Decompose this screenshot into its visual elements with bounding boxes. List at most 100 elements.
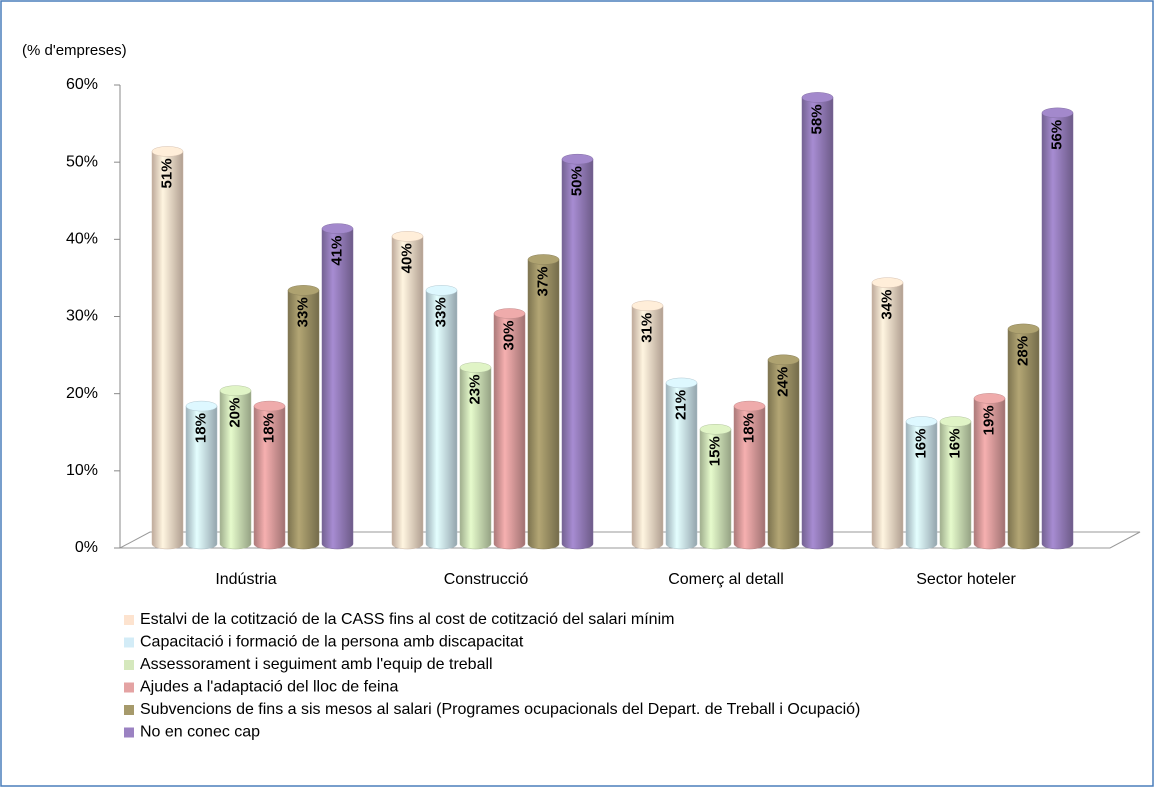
bar-body <box>493 313 526 550</box>
data-label: 50% <box>568 166 585 196</box>
bar-body <box>185 405 218 550</box>
data-label: 41% <box>328 236 345 266</box>
bar <box>631 300 664 550</box>
data-label: 21% <box>672 390 689 420</box>
data-label: 31% <box>638 313 655 343</box>
data-label: 24% <box>774 367 791 397</box>
bar <box>493 308 526 550</box>
bar-top <box>185 400 218 412</box>
bar <box>733 400 766 550</box>
bar-body <box>321 228 354 550</box>
y-tick-label: 40% <box>66 231 98 248</box>
bar-body <box>253 405 286 550</box>
bar-body <box>631 305 664 550</box>
y-tick-label: 10% <box>66 462 98 479</box>
bar-top <box>905 416 938 427</box>
data-label: 16% <box>946 429 963 459</box>
bar-top <box>871 277 904 288</box>
data-label: 20% <box>226 398 243 428</box>
bar <box>1007 323 1040 550</box>
bar <box>1041 107 1074 550</box>
y-tick-label: 60% <box>66 76 98 93</box>
bar <box>767 354 800 550</box>
y-tick-label: 0% <box>75 539 98 556</box>
bar-top <box>527 254 560 265</box>
bar <box>527 254 560 550</box>
legend-swatch <box>124 682 134 693</box>
bar <box>973 393 1006 550</box>
bar-top <box>459 362 492 373</box>
bar-top <box>493 308 526 319</box>
bar-top <box>1007 323 1040 335</box>
bar <box>699 424 732 550</box>
y-tick-label: 30% <box>66 308 98 325</box>
bar-top <box>321 223 354 234</box>
bar <box>253 400 286 550</box>
x-tick-label: Construcció <box>444 571 529 588</box>
bar-body <box>973 398 1006 550</box>
bar-body <box>151 151 184 550</box>
bar <box>151 146 184 550</box>
data-label: 33% <box>432 297 449 327</box>
data-label: 18% <box>260 413 277 443</box>
bar-body <box>939 421 972 550</box>
bar <box>391 231 424 550</box>
bar-body <box>1007 328 1040 550</box>
bar-body <box>561 158 594 550</box>
bar-top <box>699 424 732 435</box>
bar-top <box>219 385 252 396</box>
bar <box>321 223 354 550</box>
bar-body <box>905 421 938 550</box>
bar <box>561 153 594 550</box>
bar <box>185 400 218 550</box>
data-label: 51% <box>158 158 175 188</box>
bar-top <box>425 285 458 296</box>
legend-swatch <box>124 637 134 648</box>
x-tick-label: Indústria <box>215 571 276 588</box>
bar-top <box>767 354 800 366</box>
data-label: 33% <box>294 297 311 327</box>
y-tick-label: 50% <box>66 153 98 170</box>
legend-swatch <box>124 660 134 670</box>
bar-top <box>151 146 184 157</box>
bar <box>905 416 938 550</box>
data-label: 58% <box>808 104 825 134</box>
bar-body <box>219 390 252 550</box>
bar <box>425 285 458 550</box>
data-label: 40% <box>398 243 415 273</box>
bar-top <box>665 377 698 389</box>
data-label: 16% <box>912 429 929 459</box>
bar-body <box>1041 112 1074 550</box>
bar-top <box>733 400 766 412</box>
data-label: 28% <box>1014 336 1031 366</box>
bar-top <box>801 92 834 103</box>
bar <box>871 277 904 550</box>
bar-body <box>665 382 698 550</box>
bar-top <box>1041 107 1074 119</box>
bar <box>459 362 492 550</box>
bar <box>665 377 698 550</box>
legend-label: Estalvi de la cotització de la CASS fins… <box>140 611 674 628</box>
bar-top <box>253 400 286 412</box>
legend-label: Subvencions de fins a sis mesos al salar… <box>140 701 860 718</box>
bar-top <box>391 231 424 242</box>
bar-body <box>459 367 492 550</box>
bar-body <box>425 290 458 550</box>
bar-body <box>527 259 560 550</box>
data-label: 18% <box>192 413 209 443</box>
bar-body <box>391 236 424 550</box>
data-label: 19% <box>980 405 997 435</box>
data-label: 34% <box>878 290 895 320</box>
data-label: 37% <box>534 266 551 296</box>
legend-label: Assessorament i seguiment amb l'equip de… <box>140 656 493 673</box>
y-tick-label: 20% <box>66 385 98 402</box>
bar-top <box>631 300 664 312</box>
legend-swatch <box>124 705 134 715</box>
bar <box>939 416 972 550</box>
bar-top <box>287 285 320 296</box>
legend-label: Capacitació i formació de la persona amb… <box>140 634 524 651</box>
data-label: 56% <box>1048 120 1065 150</box>
legend-swatch <box>124 615 134 625</box>
y-axis-label: (% d'empreses) <box>22 42 127 59</box>
